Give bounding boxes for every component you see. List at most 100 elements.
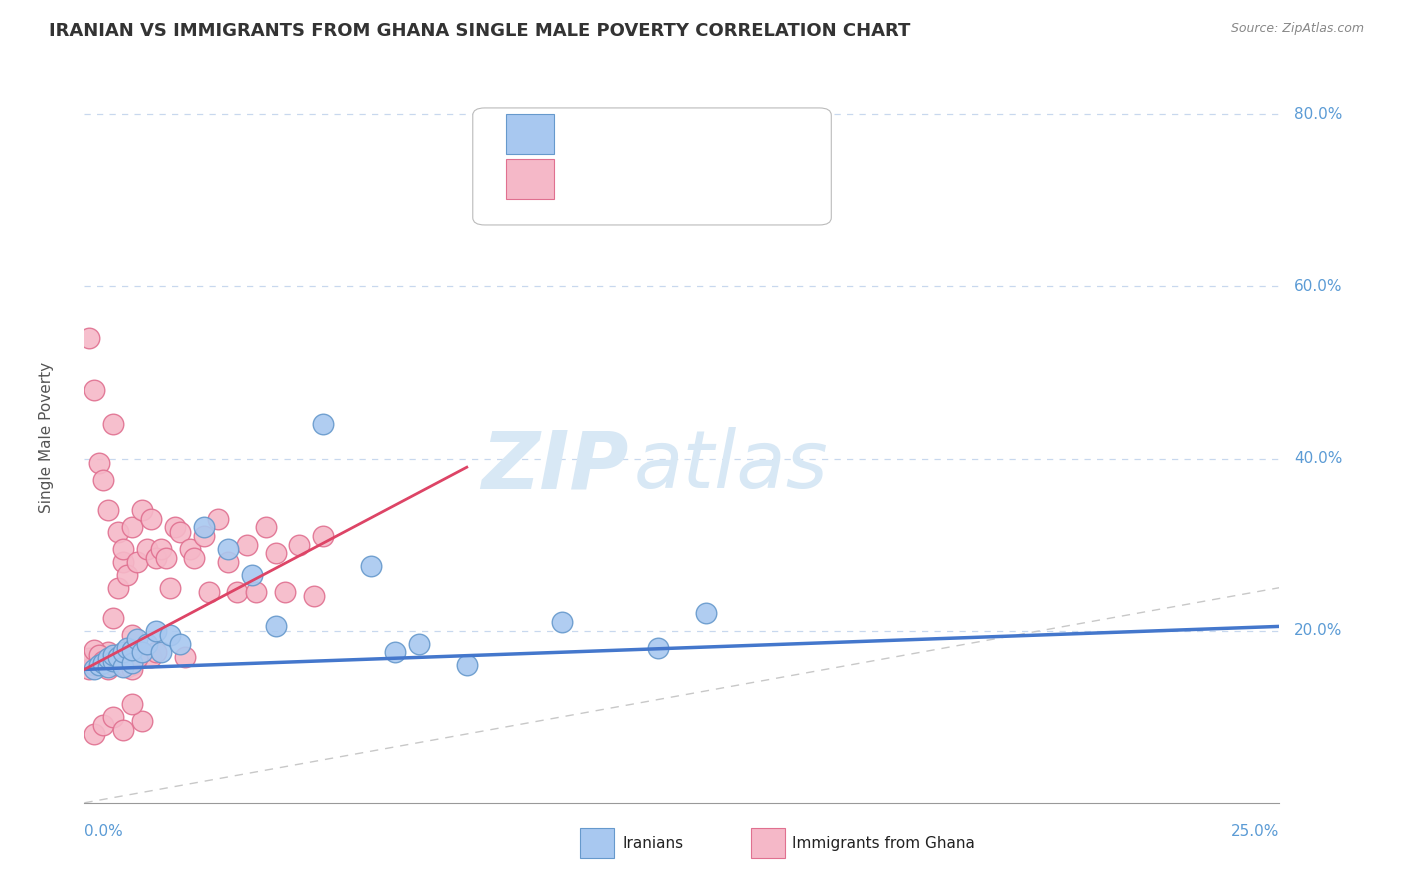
Point <box>97 662 120 676</box>
Point <box>107 649 129 664</box>
Point <box>101 649 124 664</box>
Point <box>193 529 215 543</box>
Point <box>97 651 120 665</box>
Point <box>135 637 157 651</box>
Point <box>131 714 153 728</box>
Text: ZIP: ZIP <box>481 427 628 506</box>
Text: 40.0%: 40.0% <box>1294 451 1343 467</box>
Point <box>111 660 134 674</box>
FancyBboxPatch shape <box>581 829 614 858</box>
Point <box>159 628 181 642</box>
FancyBboxPatch shape <box>751 829 785 858</box>
Point <box>145 645 167 659</box>
Point <box>135 541 157 556</box>
Point <box>77 331 100 345</box>
Point <box>217 541 239 556</box>
Point <box>274 585 297 599</box>
Point <box>77 662 100 676</box>
Point <box>302 589 325 603</box>
Point <box>217 555 239 569</box>
Point <box>169 637 191 651</box>
Point <box>83 662 105 676</box>
Point <box>87 456 110 470</box>
Point <box>111 555 134 569</box>
Text: N = 32: N = 32 <box>718 125 776 143</box>
Point <box>107 524 129 539</box>
Point <box>254 520 277 534</box>
Point <box>121 642 143 657</box>
Point <box>107 654 129 668</box>
Text: atlas: atlas <box>634 427 830 506</box>
Point <box>264 546 287 560</box>
Point <box>111 645 134 659</box>
Point <box>101 417 124 432</box>
Point <box>312 417 335 432</box>
Point <box>384 645 406 659</box>
Point <box>169 524 191 539</box>
Text: 0.0%: 0.0% <box>84 824 124 839</box>
Point <box>288 538 311 552</box>
Point <box>149 541 172 556</box>
Point <box>236 538 259 552</box>
Text: 80.0%: 80.0% <box>1294 107 1343 122</box>
Point <box>131 645 153 659</box>
Point <box>101 654 124 668</box>
FancyBboxPatch shape <box>506 159 554 199</box>
Point <box>141 649 163 664</box>
Point <box>165 520 187 534</box>
Text: 25.0%: 25.0% <box>1232 824 1279 839</box>
Point <box>179 541 201 556</box>
Point <box>87 648 110 662</box>
Point <box>125 651 148 665</box>
Point <box>117 567 139 582</box>
Point <box>83 383 105 397</box>
Point <box>117 658 139 673</box>
Text: Source: ZipAtlas.com: Source: ZipAtlas.com <box>1230 22 1364 36</box>
Point <box>93 657 115 671</box>
Point <box>141 512 163 526</box>
Point <box>93 473 115 487</box>
Point <box>647 640 669 655</box>
Point <box>87 658 110 673</box>
Point <box>111 657 134 671</box>
Text: Iranians: Iranians <box>623 836 683 851</box>
Text: R =  0.380: R = 0.380 <box>567 170 655 188</box>
Text: 20.0%: 20.0% <box>1294 624 1343 638</box>
Point <box>155 550 177 565</box>
Point <box>197 585 219 599</box>
Point <box>131 503 153 517</box>
Point <box>111 541 134 556</box>
Text: Immigrants from Ghana: Immigrants from Ghana <box>792 836 974 851</box>
Point <box>121 658 143 673</box>
Text: 60.0%: 60.0% <box>1294 279 1343 294</box>
Point <box>77 651 100 665</box>
Point <box>183 550 205 565</box>
Point <box>117 660 139 674</box>
Point <box>87 654 110 668</box>
Point <box>83 642 105 657</box>
Point <box>695 607 717 621</box>
Point <box>145 624 167 638</box>
Point <box>193 520 215 534</box>
Point <box>125 555 148 569</box>
Point <box>360 559 382 574</box>
Text: Single Male Poverty: Single Male Poverty <box>38 361 53 513</box>
Text: R =  0.134: R = 0.134 <box>567 125 655 143</box>
Point <box>93 654 115 668</box>
Point <box>97 660 120 674</box>
Point <box>131 645 153 659</box>
Point <box>173 649 195 664</box>
Point <box>240 567 263 582</box>
Point <box>97 503 120 517</box>
Point <box>226 585 249 599</box>
Point <box>125 649 148 664</box>
Point <box>121 520 143 534</box>
Point <box>121 628 143 642</box>
Point <box>408 637 430 651</box>
Point <box>117 640 139 655</box>
Point <box>456 658 478 673</box>
Point <box>245 585 267 599</box>
Point <box>107 581 129 595</box>
Point <box>101 648 124 662</box>
Point <box>111 723 134 737</box>
